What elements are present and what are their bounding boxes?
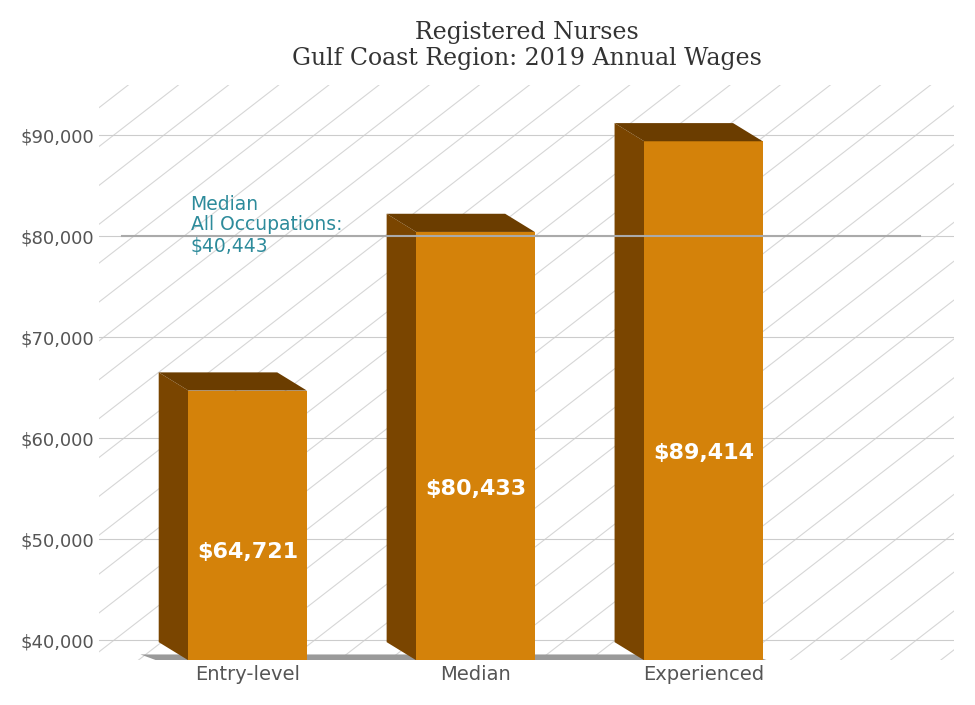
Text: $80,433: $80,433 <box>425 479 526 499</box>
Title: Registered Nurses
Gulf Coast Region: 2019 Annual Wages: Registered Nurses Gulf Coast Region: 201… <box>292 21 761 70</box>
Text: Median: Median <box>191 195 258 214</box>
Text: $40,443: $40,443 <box>191 237 268 256</box>
Bar <box>416 232 534 661</box>
Bar <box>188 391 307 661</box>
Polygon shape <box>614 123 762 141</box>
Polygon shape <box>387 214 534 232</box>
Text: $64,721: $64,721 <box>197 542 298 563</box>
Bar <box>644 141 762 661</box>
Text: All Occupations:: All Occupations: <box>191 215 342 234</box>
Polygon shape <box>159 372 307 391</box>
Polygon shape <box>159 372 188 661</box>
Polygon shape <box>140 654 781 666</box>
Text: $89,414: $89,414 <box>653 443 754 462</box>
Polygon shape <box>387 214 416 661</box>
Polygon shape <box>614 123 644 661</box>
